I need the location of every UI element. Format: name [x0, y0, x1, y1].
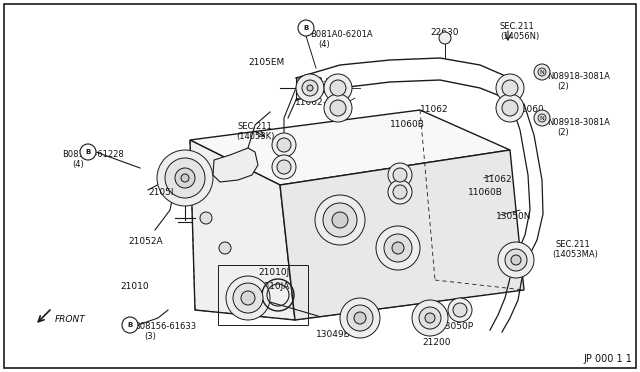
Text: N08918-3081A: N08918-3081A	[547, 72, 610, 81]
Text: 21010: 21010	[120, 282, 148, 291]
Text: B: B	[85, 149, 91, 155]
Text: SEC.211: SEC.211	[500, 22, 535, 31]
Circle shape	[200, 212, 212, 224]
Text: 11060B: 11060B	[468, 188, 503, 197]
Text: (14053K): (14053K)	[236, 132, 275, 141]
Polygon shape	[213, 148, 258, 182]
Circle shape	[347, 305, 373, 331]
Circle shape	[330, 100, 346, 116]
Circle shape	[80, 144, 96, 160]
Bar	[218, 265, 308, 325]
Circle shape	[384, 234, 412, 262]
Text: B: B	[303, 25, 308, 31]
Text: JP 000 1 1: JP 000 1 1	[583, 354, 632, 364]
Text: 21052A: 21052A	[128, 237, 163, 246]
Text: 13050P: 13050P	[440, 322, 474, 331]
Text: 22630: 22630	[430, 28, 458, 37]
Text: B08156-61633: B08156-61633	[134, 322, 196, 331]
Text: B08120-61228: B08120-61228	[62, 150, 124, 159]
Circle shape	[393, 168, 407, 182]
Circle shape	[122, 317, 138, 333]
Circle shape	[505, 249, 527, 271]
Text: B081A0-6201A: B081A0-6201A	[310, 30, 372, 39]
Circle shape	[393, 185, 407, 199]
Circle shape	[439, 32, 451, 44]
Polygon shape	[190, 110, 510, 185]
Text: (2): (2)	[557, 128, 569, 137]
Circle shape	[412, 300, 448, 336]
Circle shape	[277, 138, 291, 152]
Circle shape	[502, 80, 518, 96]
Text: N08918-3081A: N08918-3081A	[547, 118, 610, 127]
Circle shape	[534, 110, 550, 126]
Circle shape	[181, 174, 189, 182]
Circle shape	[241, 291, 255, 305]
Circle shape	[157, 150, 213, 206]
Polygon shape	[280, 150, 524, 320]
Circle shape	[502, 100, 518, 116]
Circle shape	[511, 255, 521, 265]
Text: 11062: 11062	[420, 105, 449, 114]
Text: N: N	[540, 115, 545, 121]
Text: B: B	[127, 322, 132, 328]
Circle shape	[277, 160, 291, 174]
Circle shape	[538, 68, 546, 76]
Text: N: N	[540, 70, 545, 74]
Circle shape	[219, 242, 231, 254]
Circle shape	[496, 74, 524, 102]
Circle shape	[324, 74, 352, 102]
Text: 21010J: 21010J	[258, 268, 289, 277]
Circle shape	[448, 298, 472, 322]
Text: 2105EM: 2105EM	[248, 58, 284, 67]
Circle shape	[354, 312, 366, 324]
Circle shape	[538, 114, 546, 122]
Text: 11060+A: 11060+A	[295, 77, 337, 86]
Circle shape	[272, 155, 296, 179]
Circle shape	[330, 80, 346, 96]
Circle shape	[419, 307, 441, 329]
Text: (2): (2)	[557, 82, 569, 91]
Circle shape	[388, 180, 412, 204]
Circle shape	[534, 64, 550, 80]
Circle shape	[233, 283, 263, 313]
Circle shape	[175, 168, 195, 188]
Circle shape	[392, 242, 404, 254]
Circle shape	[324, 94, 352, 122]
Text: (14056N): (14056N)	[500, 32, 540, 41]
Polygon shape	[190, 140, 295, 320]
Circle shape	[496, 94, 524, 122]
Text: FRONT: FRONT	[55, 315, 86, 324]
Text: (3): (3)	[144, 332, 156, 341]
Circle shape	[340, 298, 380, 338]
Circle shape	[226, 276, 270, 320]
Circle shape	[302, 80, 318, 96]
Circle shape	[298, 20, 314, 36]
Text: 11060: 11060	[516, 105, 545, 114]
Text: 13049B: 13049B	[316, 330, 351, 339]
Text: 21200: 21200	[422, 338, 451, 347]
Text: 2105I: 2105I	[148, 188, 173, 197]
Text: 11062: 11062	[484, 175, 513, 184]
Circle shape	[498, 242, 534, 278]
Circle shape	[272, 133, 296, 157]
Text: (4): (4)	[318, 40, 330, 49]
Circle shape	[388, 163, 412, 187]
Circle shape	[323, 203, 357, 237]
Text: 21010JA: 21010JA	[252, 282, 289, 291]
Circle shape	[315, 195, 365, 245]
Circle shape	[453, 303, 467, 317]
Text: SEC.211: SEC.211	[556, 240, 591, 249]
Text: (4): (4)	[72, 160, 84, 169]
Text: (14053MA): (14053MA)	[552, 250, 598, 259]
Circle shape	[425, 313, 435, 323]
Text: 11062+A: 11062+A	[295, 98, 337, 107]
Text: 11060B: 11060B	[390, 120, 425, 129]
Text: SEC.211: SEC.211	[238, 122, 273, 131]
Circle shape	[307, 85, 313, 91]
Circle shape	[376, 226, 420, 270]
Text: 13050N: 13050N	[496, 212, 531, 221]
Circle shape	[165, 158, 205, 198]
Circle shape	[332, 212, 348, 228]
Circle shape	[296, 74, 324, 102]
